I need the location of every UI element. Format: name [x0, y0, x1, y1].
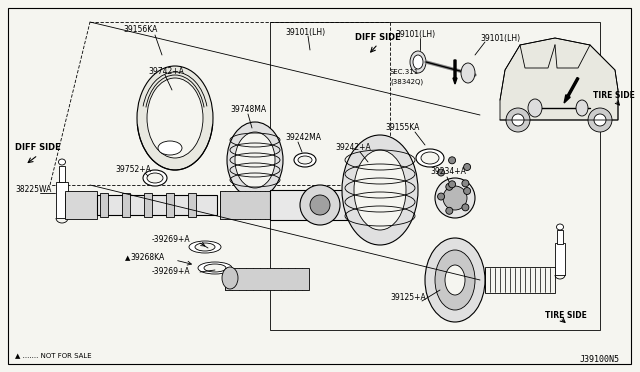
Circle shape — [443, 186, 467, 210]
Text: 39155KA: 39155KA — [385, 124, 419, 132]
Ellipse shape — [294, 153, 316, 167]
Ellipse shape — [298, 156, 312, 164]
Ellipse shape — [445, 265, 465, 295]
Circle shape — [462, 204, 469, 211]
Text: 39234+A: 39234+A — [430, 167, 466, 176]
Text: 39752+A: 39752+A — [115, 166, 151, 174]
Ellipse shape — [204, 264, 226, 272]
Circle shape — [463, 164, 470, 170]
Text: 39748MA: 39748MA — [230, 106, 266, 115]
Bar — [65, 191, 97, 219]
Text: SEC.311: SEC.311 — [390, 69, 419, 75]
Ellipse shape — [222, 267, 238, 289]
Ellipse shape — [416, 149, 444, 167]
Bar — [144, 193, 152, 217]
Ellipse shape — [158, 141, 182, 155]
Ellipse shape — [461, 63, 475, 83]
Ellipse shape — [354, 150, 406, 230]
Text: DIFF SIDE: DIFF SIDE — [355, 33, 401, 42]
Ellipse shape — [342, 135, 418, 245]
Bar — [270, 22, 600, 330]
Ellipse shape — [147, 173, 163, 183]
Circle shape — [506, 108, 530, 132]
Ellipse shape — [189, 241, 221, 253]
Text: 39268KA: 39268KA — [130, 253, 164, 263]
Text: 39156KA: 39156KA — [123, 26, 157, 35]
Circle shape — [435, 178, 475, 218]
Bar — [56, 182, 68, 218]
FancyArrow shape — [453, 60, 457, 84]
Circle shape — [438, 193, 445, 200]
Ellipse shape — [421, 152, 439, 164]
Polygon shape — [500, 38, 618, 120]
Bar — [122, 193, 130, 217]
Circle shape — [588, 108, 612, 132]
Ellipse shape — [147, 78, 203, 158]
Text: 39101(LH): 39101(LH) — [285, 28, 325, 36]
Text: 39742+A: 39742+A — [148, 67, 184, 77]
Ellipse shape — [576, 100, 588, 116]
Text: J39100N5: J39100N5 — [580, 356, 620, 365]
Ellipse shape — [58, 159, 65, 165]
Circle shape — [462, 180, 469, 187]
Ellipse shape — [413, 55, 423, 69]
Bar — [220, 191, 270, 219]
Bar — [59, 166, 65, 182]
Bar — [97, 195, 217, 215]
Circle shape — [438, 169, 445, 176]
Text: 39242MA: 39242MA — [285, 134, 321, 142]
Text: 39242+A: 39242+A — [335, 144, 371, 153]
FancyArrow shape — [564, 77, 579, 103]
Ellipse shape — [137, 66, 213, 170]
Circle shape — [463, 187, 470, 195]
Bar — [557, 230, 563, 244]
Ellipse shape — [235, 132, 275, 188]
Ellipse shape — [198, 262, 232, 274]
Text: ▲ ....... NOT FOR SALE: ▲ ....... NOT FOR SALE — [15, 352, 92, 358]
Ellipse shape — [425, 238, 485, 322]
Bar — [555, 243, 565, 275]
Ellipse shape — [410, 51, 426, 73]
Ellipse shape — [528, 99, 542, 117]
Bar — [485, 267, 555, 293]
Circle shape — [449, 181, 456, 188]
Ellipse shape — [195, 243, 215, 251]
Bar — [225, 268, 309, 290]
Circle shape — [446, 207, 453, 214]
Circle shape — [446, 183, 453, 190]
Ellipse shape — [435, 250, 475, 310]
Text: 39101(LH): 39101(LH) — [480, 33, 520, 42]
Circle shape — [594, 114, 606, 126]
Text: 38225WA: 38225WA — [15, 186, 51, 195]
Bar — [188, 193, 196, 217]
Bar — [166, 193, 174, 217]
Text: DIFF SIDE: DIFF SIDE — [15, 144, 61, 153]
Text: 39101(LH): 39101(LH) — [395, 29, 435, 38]
Text: -39269+A: -39269+A — [152, 267, 191, 276]
Bar — [100, 193, 108, 217]
Ellipse shape — [557, 224, 563, 230]
Text: (38342Q): (38342Q) — [390, 79, 423, 85]
Bar — [270, 190, 370, 220]
Circle shape — [300, 185, 340, 225]
Circle shape — [310, 195, 330, 215]
Text: TIRE SIDE: TIRE SIDE — [545, 311, 587, 320]
Ellipse shape — [143, 170, 167, 186]
Circle shape — [449, 157, 456, 164]
Text: 39125+A: 39125+A — [390, 294, 426, 302]
Text: TIRE SIDE: TIRE SIDE — [593, 90, 635, 99]
Circle shape — [512, 114, 524, 126]
Ellipse shape — [227, 122, 283, 198]
Text: ▲: ▲ — [125, 255, 130, 261]
Text: -39269+A: -39269+A — [152, 235, 191, 244]
